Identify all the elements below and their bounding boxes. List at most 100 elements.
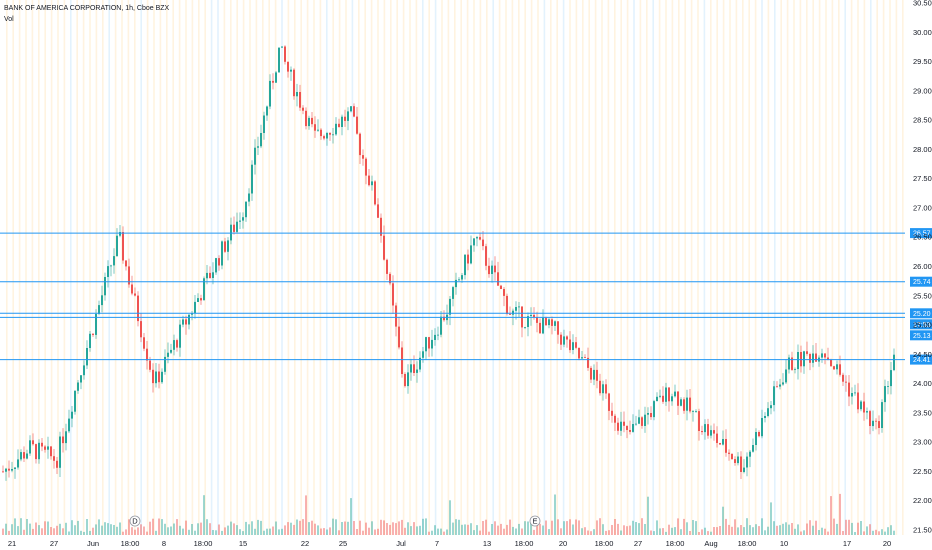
volume-bar bbox=[626, 526, 628, 535]
volume-bar bbox=[287, 522, 289, 535]
volume-bar bbox=[491, 524, 493, 535]
volume-bar bbox=[704, 527, 706, 535]
session-band bbox=[383, 0, 386, 535]
session-band bbox=[889, 0, 891, 535]
x-tick-label: 18:00 bbox=[595, 539, 614, 548]
candle-body bbox=[716, 433, 718, 443]
volume-bar bbox=[65, 522, 67, 535]
volume-bar bbox=[374, 529, 376, 535]
candle-body bbox=[404, 374, 406, 387]
candle-body bbox=[878, 421, 880, 428]
volume-bar bbox=[665, 531, 667, 535]
candle-body bbox=[104, 277, 106, 296]
candle-body bbox=[68, 418, 70, 432]
session-band bbox=[518, 0, 520, 535]
candle-body bbox=[176, 340, 178, 348]
event-marker-label: E bbox=[532, 517, 537, 526]
volume-bar bbox=[689, 531, 691, 535]
volume-bar bbox=[59, 523, 61, 535]
candle-body bbox=[122, 232, 124, 261]
volume-bar bbox=[545, 520, 547, 535]
session-band bbox=[588, 0, 590, 535]
candle-body bbox=[731, 453, 733, 460]
volume-bar bbox=[452, 522, 454, 535]
candle-body bbox=[434, 334, 436, 340]
volume-bar bbox=[122, 531, 124, 535]
volume-bar bbox=[551, 520, 553, 535]
candle-body bbox=[809, 354, 811, 363]
volume-bar bbox=[77, 520, 79, 535]
candle-body bbox=[740, 456, 742, 472]
session-band bbox=[63, 0, 66, 535]
candle-body bbox=[518, 306, 520, 308]
candle-body bbox=[131, 284, 133, 294]
candle-body bbox=[773, 386, 775, 406]
candle-body bbox=[875, 420, 877, 422]
volume-bar bbox=[236, 525, 238, 535]
price-tag bbox=[910, 308, 932, 319]
volume-bar bbox=[569, 519, 571, 535]
volume-bar bbox=[686, 522, 688, 535]
session-band bbox=[722, 0, 725, 535]
volume-bar bbox=[623, 525, 625, 535]
session-band bbox=[652, 0, 654, 535]
candle-body bbox=[764, 416, 766, 418]
session-band bbox=[44, 0, 46, 535]
session-band bbox=[319, 0, 322, 535]
session-band bbox=[646, 0, 648, 535]
volume-bar bbox=[398, 521, 400, 535]
session-band bbox=[511, 0, 514, 535]
session-band bbox=[377, 0, 379, 535]
volume-bar bbox=[830, 496, 832, 535]
y-tick-label: 30.50 bbox=[913, 0, 932, 8]
volume-bar bbox=[308, 522, 310, 535]
volume-bar bbox=[341, 522, 343, 535]
volume-bar bbox=[56, 525, 58, 535]
candle-body bbox=[407, 372, 409, 387]
volume-bar bbox=[185, 520, 187, 535]
candle-body bbox=[344, 116, 346, 121]
volume-bar bbox=[107, 523, 109, 535]
volume-bar bbox=[209, 523, 211, 535]
x-tick-label: Aug bbox=[704, 539, 717, 548]
candle-body bbox=[95, 313, 97, 335]
session-band bbox=[178, 0, 181, 535]
price-tag-label: 25.20 bbox=[913, 311, 931, 318]
candle-body bbox=[854, 392, 856, 394]
candle-body bbox=[374, 181, 376, 205]
candle-body bbox=[503, 289, 505, 296]
volume-bar bbox=[584, 527, 586, 535]
candle-body bbox=[584, 357, 586, 358]
volume-bar bbox=[758, 526, 760, 535]
session-band bbox=[198, 0, 200, 535]
volume-bar bbox=[890, 525, 892, 535]
volume-bar bbox=[515, 528, 517, 535]
volume-bar bbox=[71, 520, 73, 535]
candle-body bbox=[767, 408, 769, 416]
volume-bar bbox=[38, 525, 40, 535]
candle-body bbox=[788, 357, 790, 370]
y-tick-label: 24.50 bbox=[913, 350, 932, 359]
x-tick-label: 7 bbox=[435, 539, 439, 548]
volume-bar bbox=[188, 529, 190, 535]
session-band bbox=[95, 0, 98, 535]
volume-bar bbox=[338, 530, 340, 535]
session-band bbox=[806, 0, 808, 535]
session-band bbox=[441, 0, 443, 535]
session-band bbox=[415, 0, 418, 535]
candle-body bbox=[293, 69, 295, 97]
candle-body bbox=[335, 123, 337, 135]
volume-bar bbox=[629, 525, 631, 535]
volume-bar bbox=[224, 527, 226, 535]
volume-bar bbox=[854, 532, 856, 535]
session-band bbox=[882, 0, 885, 535]
candle-body bbox=[38, 442, 40, 460]
session-band bbox=[76, 0, 78, 535]
volume-bar bbox=[146, 531, 148, 535]
volume-bar bbox=[554, 494, 556, 535]
candle-body bbox=[842, 374, 844, 382]
volume-bar bbox=[11, 524, 13, 535]
candle-body bbox=[689, 397, 691, 412]
